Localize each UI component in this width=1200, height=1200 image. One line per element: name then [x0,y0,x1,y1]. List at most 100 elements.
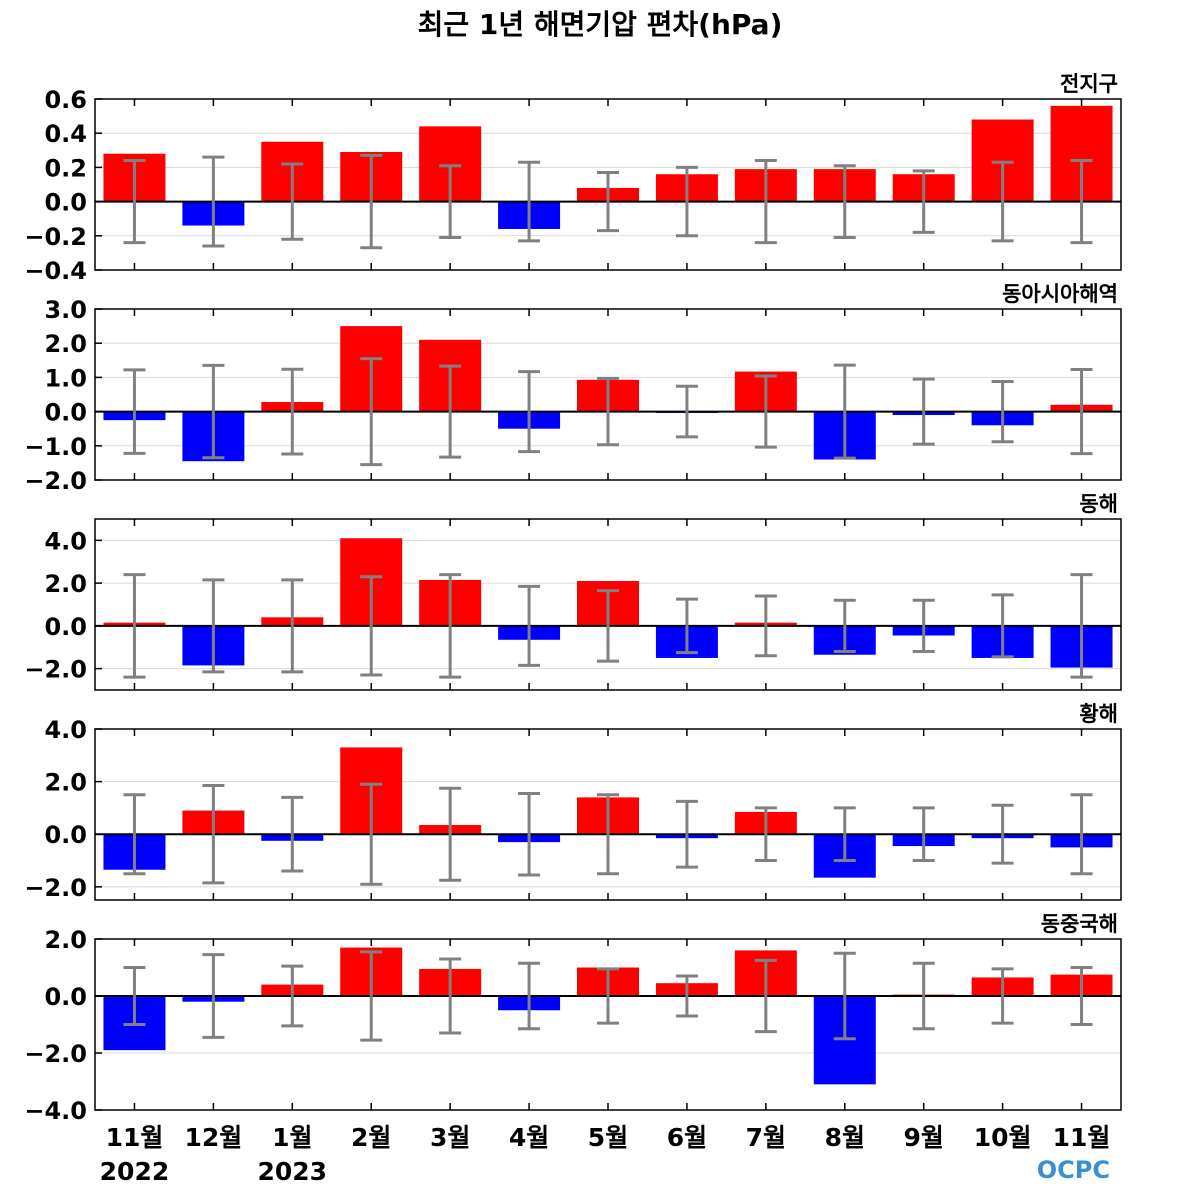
panel-title: 전지구 [1060,72,1118,96]
error-bar [833,806,856,863]
error-bar [833,951,856,1041]
error-bar [518,370,541,454]
x-tick-label: 11월 [106,1123,164,1152]
x-tick-label: 4월 [509,1123,549,1152]
x-tick-label: 6월 [667,1123,707,1152]
error-bar [833,363,856,460]
error-bar [360,950,383,1042]
year-label: 2023 [258,1157,328,1186]
error-bar [123,159,146,245]
chart-panel: −4.0 −2.0 0.0 2.0 동중국해 [24,912,1122,1125]
y-tick-label: 3.0 [44,296,87,324]
y-tick-label: 2.0 [44,570,87,598]
error-bar [912,961,935,1031]
y-tick-label: 2.0 [44,926,87,954]
error-bar [675,165,698,238]
x-tick-label: 7월 [746,1123,786,1152]
y-tick-label: 0.2 [44,154,87,182]
error-bar [912,377,935,446]
error-bar [912,806,935,863]
chart-panel: −2.0 0.0 2.0 4.0 황해 [24,702,1122,902]
chart-panel: −2.0 −1.0 0.0 1.0 2.0 3.0 동아시아해역 [24,282,1122,495]
chart-panel: −2.0 0.0 2.0 4.0 동해 [24,492,1122,691]
y-tick-label: −2.0 [24,656,87,684]
year-label: 2022 [100,1157,170,1186]
y-tick-label: −2.0 [24,1040,87,1068]
y-tick-label: −0.2 [24,223,87,251]
error-bar [202,784,225,885]
x-tick-label: 1월 [272,1123,312,1152]
logo-text: OCPC [1037,1156,1110,1184]
x-tick-label: 10월 [974,1123,1032,1152]
error-bar [675,384,698,439]
y-tick-label: −4.0 [24,1097,87,1125]
error-bar [202,953,225,1039]
y-tick-label: 0.0 [44,613,87,641]
y-tick-label: 2.0 [44,769,87,797]
x-tick-label: 9월 [903,1123,943,1152]
error-bar [518,584,541,667]
y-tick-label: 0.4 [44,120,87,148]
y-tick-label: 0.0 [44,189,87,217]
x-tick-label: 3월 [430,1123,470,1152]
error-bar [912,169,935,234]
error-bar [281,795,304,873]
error-bar [360,575,383,677]
ocpc-logo: OCPC [1037,1156,1110,1184]
panel-title: 동아시아해역 [1002,282,1118,306]
x-tick-label: 8월 [825,1123,865,1152]
error-bar [439,364,462,459]
y-tick-label: 0.6 [44,86,87,114]
error-bar [202,363,225,460]
y-tick-label: 2.0 [44,330,87,358]
error-bar [597,376,619,447]
error-bar [202,578,225,674]
error-bar [360,357,383,467]
error-bar [754,159,777,245]
error-bar [597,171,619,233]
y-tick-label: 1.0 [44,364,87,392]
chart-panels: −0.4 −0.2 0.0 0.2 0.4 0.6 전지구 −2.0 −1.0 0.0 1.0 2.0… [24,72,1122,1125]
error-bar [439,164,462,240]
error-bar [281,578,304,674]
error-bar [281,964,304,1028]
error-bar [360,782,383,886]
error-bar [991,803,1014,865]
error-bar [754,958,777,1034]
error-bar [439,786,462,882]
error-bar [597,967,619,1025]
error-bar [281,367,304,456]
error-bar [833,598,856,654]
error-bar [754,594,777,658]
error-bar [360,153,383,250]
error-bar [123,793,146,876]
error-bar [439,573,462,679]
y-tick-label: 4.0 [44,716,87,744]
error-bar [754,374,777,449]
error-bar [123,966,146,1026]
error-bar [1070,159,1093,245]
panel-title: 동해 [1079,492,1118,516]
y-tick-label: −2.0 [24,467,87,495]
y-tick-label: −2.0 [24,874,87,902]
error-bar [1070,368,1093,456]
error-bar [1070,793,1093,876]
x-tick-label: 11월 [1053,1123,1111,1152]
error-bar [1070,573,1093,679]
error-bar [439,957,462,1035]
error-bar [597,589,619,663]
x-axis-labels: 11월 12월 1월 2월 3월 4월 5월 6월 7월 8월 9월 10월 11월 2022 2023 [100,1123,1111,1186]
chart-panel: −0.4 −0.2 0.0 0.2 0.4 0.6 전지구 [24,72,1122,285]
chart-title: 최근 1년 해면기압 편차(hPa) [418,8,783,41]
error-bar [833,164,856,240]
y-tick-label: −0.4 [24,257,87,285]
x-tick-label: 12월 [184,1123,242,1152]
y-tick-label: 0.0 [44,983,87,1011]
error-bar [912,598,935,654]
error-bar [675,597,698,655]
error-bar [754,806,777,863]
error-bar [281,162,304,241]
panel-title: 동중국해 [1041,912,1118,936]
error-bar [518,961,541,1031]
